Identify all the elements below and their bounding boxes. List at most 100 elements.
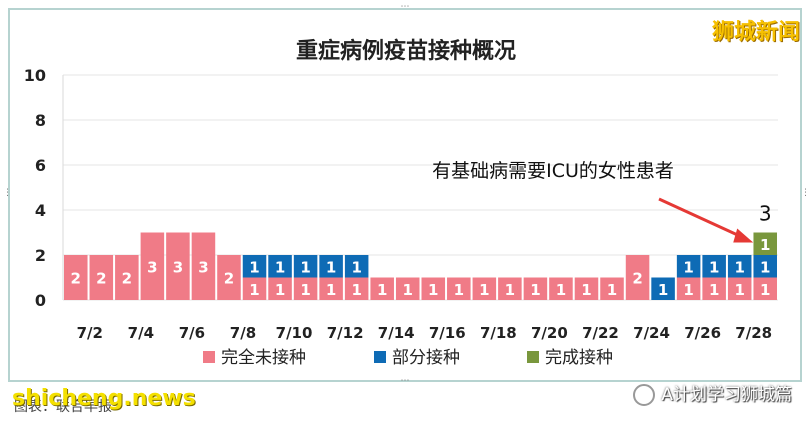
data-label: 1: [428, 281, 438, 299]
data-label: 2: [224, 270, 234, 288]
x-tick-label: 7/24: [633, 324, 670, 342]
brand-logo: 狮城新闻: [711, 20, 800, 45]
watermark-right-text: A计划学习狮城篇: [661, 385, 792, 405]
resize-handle-right[interactable]: ⋮: [801, 188, 810, 198]
data-label: 1: [275, 281, 285, 299]
x-tick-label: 7/12: [327, 324, 364, 342]
bar-segment: [753, 255, 777, 278]
data-label: 1: [249, 258, 259, 276]
bar-segment: [268, 255, 292, 278]
x-tick-label: 7/8: [230, 324, 256, 342]
bar-segment: [447, 277, 471, 300]
bar-segment: [498, 277, 522, 300]
bar-segment: [753, 232, 777, 255]
bar-segment: [242, 277, 267, 300]
x-tick-label: 7/18: [480, 324, 517, 342]
bar-segment: [727, 255, 752, 278]
data-label: 1: [351, 281, 361, 299]
resize-handle-left[interactable]: ⋮: [3, 188, 12, 198]
y-tick-label: 0: [35, 291, 46, 310]
data-label: 1: [734, 281, 744, 299]
bar-segment: [625, 255, 650, 300]
data-label: 1: [249, 281, 259, 299]
bar-segment: [319, 255, 343, 278]
bar-segment: [549, 277, 573, 300]
bar-segment: [191, 232, 216, 300]
legend-label: 完成接种: [545, 348, 613, 368]
bar-segment: [676, 255, 701, 278]
data-label: 1: [403, 281, 413, 299]
x-tick-label: 7/2: [77, 324, 103, 342]
data-label: 2: [71, 270, 81, 288]
legend-swatch: [374, 351, 386, 363]
data-label: 1: [734, 258, 744, 276]
annotation: 有基础病需要ICU的女性患者 3: [432, 160, 772, 243]
data-label: 1: [683, 258, 693, 276]
x-tick-label: 7/22: [582, 324, 619, 342]
data-label: 1: [683, 281, 693, 299]
caption: 图表：联合早报: [14, 399, 112, 415]
bar-segment: [242, 255, 267, 278]
y-tick-label: 10: [24, 66, 46, 85]
data-label: 1: [505, 281, 515, 299]
total-label: 3: [759, 202, 772, 226]
bar-segment: [472, 277, 497, 300]
data-label: 1: [556, 281, 566, 299]
wechat-icon: [633, 384, 656, 406]
legend-swatch: [527, 351, 539, 363]
y-tick-label: 8: [35, 111, 46, 130]
data-label: 1: [709, 281, 719, 299]
bar-segment: [395, 277, 420, 300]
legend-label: 部分接种: [392, 348, 460, 368]
annotation-text: 有基础病需要ICU的女性患者: [432, 160, 674, 182]
bar-segment: [140, 232, 165, 300]
data-label: 1: [658, 281, 668, 299]
bar-segment: [344, 255, 369, 278]
data-label: 3: [198, 258, 208, 276]
bar-segment: [166, 232, 190, 300]
x-tick-label: 7/28: [735, 324, 772, 342]
bar-segment: [64, 255, 88, 300]
data-label: 2: [632, 270, 642, 288]
bar-segment: [702, 277, 726, 300]
resize-handle-top[interactable]: ⋯: [400, 2, 410, 12]
bar-segment: [268, 277, 292, 300]
bar-segment: [293, 277, 318, 300]
bar-segment: [753, 277, 777, 300]
data-label: 1: [479, 281, 489, 299]
data-label: 1: [454, 281, 464, 299]
data-label: 3: [147, 258, 157, 276]
bar-segment: [702, 255, 726, 278]
data-label: 1: [709, 258, 719, 276]
data-label: 1: [326, 281, 336, 299]
data-label: 1: [275, 258, 285, 276]
bar-segment: [217, 255, 241, 300]
data-label: 1: [581, 281, 591, 299]
data-label: 1: [760, 281, 770, 299]
data-label: 1: [607, 281, 617, 299]
bar-segment: [676, 277, 701, 300]
y-axis: 0 2 4 6 8 10: [24, 66, 46, 310]
y-tick-label: 6: [35, 156, 46, 175]
bar-segment: [293, 255, 318, 278]
bar-segment: [421, 277, 446, 300]
data-label: 3: [173, 258, 183, 276]
legend-swatch: [203, 351, 215, 363]
bar-segment: [344, 277, 369, 300]
data-label: 1: [530, 281, 540, 299]
data-label: 2: [96, 270, 106, 288]
chart-frame: [8, 8, 802, 382]
watermark-right: A计划学习狮城篇: [633, 380, 792, 406]
x-tick-label: 7/16: [429, 324, 466, 342]
y-tick-label: 4: [35, 201, 46, 220]
resize-handle-bottom[interactable]: ⋯: [400, 376, 410, 386]
data-label: 1: [760, 258, 770, 276]
x-tick-label: 7/6: [179, 324, 205, 342]
x-tick-label: 7/4: [128, 324, 154, 342]
x-tick-label: 7/10: [276, 324, 313, 342]
bar-segment: [651, 277, 675, 300]
bar-segment: [89, 255, 114, 300]
bar-segment: [600, 277, 624, 300]
